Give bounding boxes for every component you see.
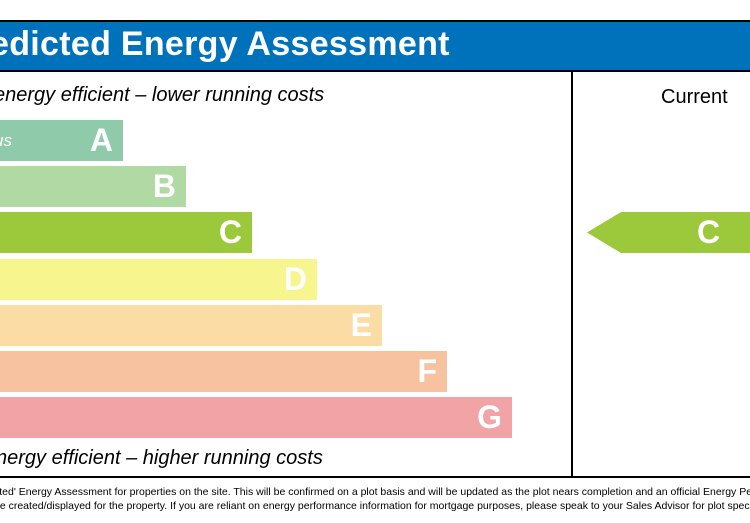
band-d: D (0, 259, 317, 300)
current-rating-arrow: C (587, 212, 750, 253)
caption-bottom: nergy efficient – higher running costs (0, 447, 323, 469)
band-a-letter: A (89, 122, 113, 158)
band-g: G (0, 397, 512, 438)
band-f-letter: F (417, 353, 437, 389)
footnote-line-1: cted' Energy Assessment for properties o… (0, 486, 750, 498)
band-g-letter: G (477, 399, 502, 435)
band-c: C (0, 212, 252, 253)
caption-top: energy efficient – lower running costs (0, 84, 325, 106)
current-rating-letter: C (697, 214, 721, 250)
footnote-line-2: be created/displayed for the property. I… (0, 500, 750, 512)
header-bar: edicted Energy Assessment (0, 20, 750, 72)
current-column-heading: Current (661, 86, 728, 108)
arrow-shape-icon (587, 212, 750, 253)
band-d-letter: D (283, 261, 307, 297)
band-b-letter: B (152, 168, 176, 204)
band-a-sublabel: us (0, 131, 12, 150)
band-e-letter: E (350, 307, 372, 343)
band-c-letter: C (218, 214, 242, 250)
rating-panel (0, 72, 750, 478)
band-e: E (0, 305, 382, 346)
band-a: us A (0, 120, 123, 161)
column-divider (571, 72, 573, 478)
band-b: B (0, 166, 186, 207)
page-title: edicted Energy Assessment (0, 25, 450, 63)
band-f: F (0, 351, 447, 392)
